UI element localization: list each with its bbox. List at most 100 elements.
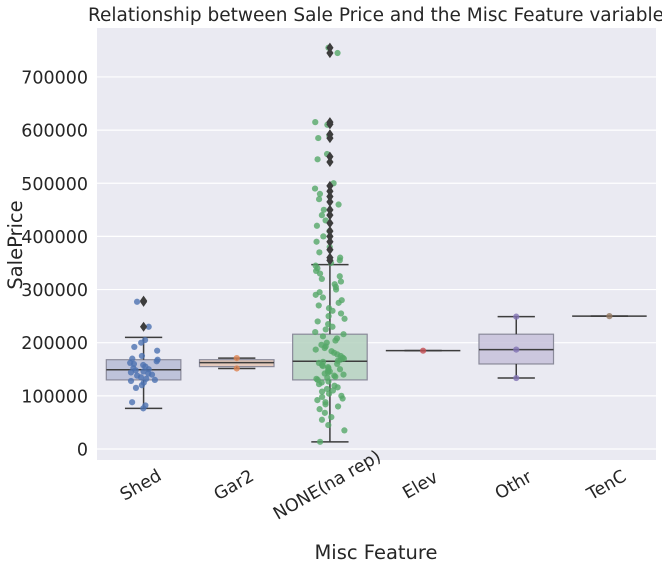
data-point: [312, 346, 319, 353]
data-point: [319, 333, 327, 340]
data-point: [312, 119, 319, 126]
data-point: [145, 323, 152, 330]
data-point: [141, 336, 149, 344]
outlier-marker: [326, 42, 334, 53]
outlier-marker: [326, 244, 334, 255]
data-point: [233, 365, 240, 372]
data-point: [133, 298, 141, 305]
data-point: [314, 156, 321, 163]
y-tick-labels: 0 100000 200000 300000 400000 500000 600000 700…: [21, 68, 88, 460]
outlier-marker: [326, 231, 334, 242]
data-point: [513, 346, 520, 353]
data-point: [313, 222, 321, 229]
data-point: [314, 318, 321, 325]
outlier-marker: [326, 47, 334, 59]
data-point: [337, 254, 344, 261]
y-tick-label: 300000: [21, 281, 88, 301]
data-point: [315, 302, 322, 309]
data-point: [341, 315, 348, 322]
data-point: [127, 377, 135, 385]
data-point: [140, 361, 147, 369]
data-point: [138, 352, 146, 360]
data-point: [319, 294, 326, 301]
outlier-marker: [326, 180, 334, 191]
data-point: [340, 371, 347, 378]
data-point: [328, 414, 335, 421]
data-point: [336, 273, 343, 280]
outlier-marker: [326, 226, 334, 237]
data-point: [329, 387, 337, 394]
data-point: [323, 339, 330, 346]
outlier-marker: [326, 204, 334, 215]
data-point: [334, 403, 342, 410]
data-point: [233, 355, 240, 362]
outlier-marker: [326, 186, 334, 197]
data-point: [318, 388, 326, 395]
data-point: [129, 399, 136, 406]
data-point: [325, 313, 332, 320]
data-point: [143, 375, 150, 382]
outlier-marker: [326, 151, 334, 162]
data-point: [311, 185, 319, 192]
data-point: [318, 416, 326, 423]
data-point: [606, 313, 613, 320]
data-point: [419, 347, 427, 354]
outlier-marker: [326, 210, 334, 221]
y-axis-label: SalePrice: [4, 200, 27, 289]
outlier-marker: [326, 196, 334, 207]
data-point: [337, 310, 345, 317]
data-point: [333, 335, 341, 342]
data-point: [331, 281, 338, 288]
x-tick-label: Shed: [117, 466, 165, 505]
y-tick-label: 100000: [21, 387, 88, 407]
data-point: [319, 358, 327, 365]
data-point: [338, 392, 345, 399]
data-point: [140, 368, 147, 375]
x-tick-label: Othr: [492, 467, 536, 504]
data-point: [340, 331, 347, 338]
data-point: [341, 427, 348, 434]
data-point: [315, 196, 323, 203]
y-tick-label: 600000: [21, 122, 88, 142]
data-point: [325, 320, 332, 328]
data-point: [319, 393, 326, 401]
data-point: [325, 305, 333, 312]
x-tick-label: Elev: [400, 468, 442, 504]
data-point: [318, 275, 325, 283]
outlier-marker: [326, 191, 334, 202]
data-point: [513, 374, 520, 382]
outlier-marker: [326, 218, 334, 229]
data-point: [334, 49, 341, 57]
data-point: [321, 409, 328, 416]
data-point: [318, 212, 325, 219]
data-point: [131, 343, 138, 351]
data-point: [151, 376, 158, 384]
data-point: [325, 421, 332, 429]
data-point: [316, 438, 324, 445]
y-tick-label: 700000: [21, 68, 88, 88]
y-tick-label: 400000: [21, 228, 88, 248]
outlier-marker: [326, 129, 334, 140]
data-point: [312, 262, 319, 269]
y-tick-label: 500000: [21, 175, 88, 195]
x-axis-label: Misc Feature: [314, 541, 437, 564]
data-point: [328, 348, 335, 355]
data-point: [316, 289, 323, 296]
x-tick-label: Gar2: [211, 466, 258, 505]
data-point: [312, 328, 319, 336]
data-point: [314, 397, 321, 404]
outlier-marker: [139, 295, 148, 306]
grid-lines: [97, 76, 656, 450]
data-point: [323, 385, 331, 393]
data-point: [154, 356, 161, 363]
x-tick-label: TenC: [583, 467, 630, 506]
data-point: [322, 326, 329, 333]
outlier-marker: [326, 252, 334, 263]
plot-background: [97, 28, 656, 460]
data-point: [132, 384, 140, 391]
y-tick-label: 0: [77, 441, 88, 461]
outlier-markers: [139, 42, 334, 332]
data-point: [320, 233, 327, 240]
outlier-marker: [326, 117, 334, 128]
data-point: [142, 402, 149, 409]
